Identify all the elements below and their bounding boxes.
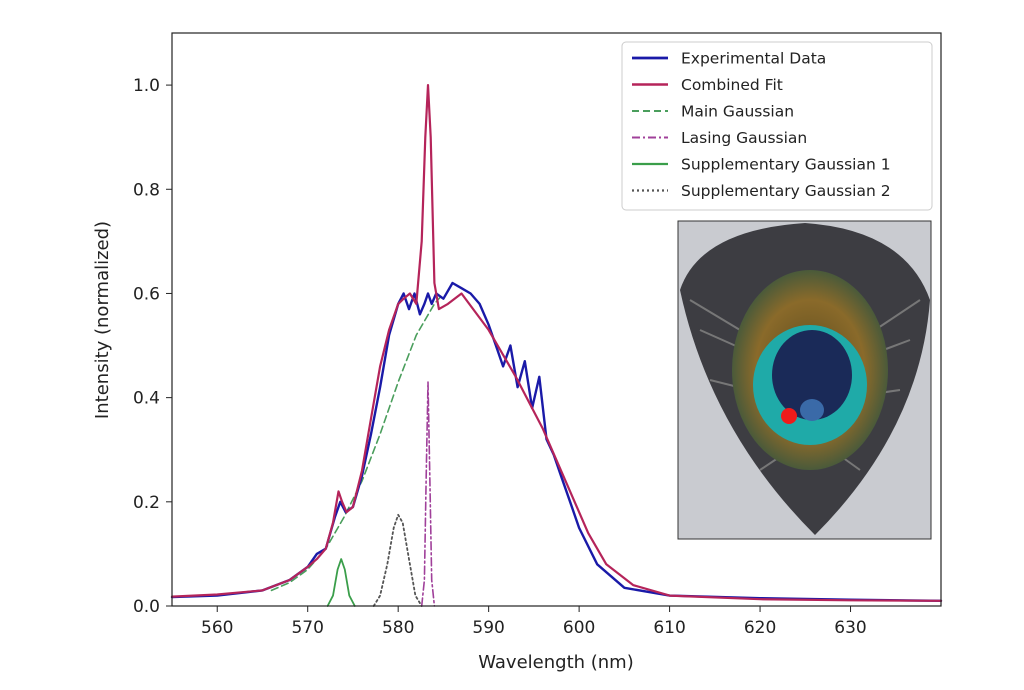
red-marker (781, 408, 797, 424)
x-tick-label: 610 (653, 618, 685, 638)
y-tick-label: 0.6 (133, 284, 160, 304)
eyespot-center (772, 330, 852, 420)
legend-label: Supplementary Gaussian 2 (681, 182, 891, 200)
series-layer (170, 83, 943, 607)
x-tick-label: 620 (744, 618, 776, 638)
y-tick-label: 0.0 (133, 597, 160, 617)
legend: Experimental Data Combined Fit Main Gaussi… (621, 41, 933, 211)
plot-frame (171, 32, 942, 607)
x-tick-label: 580 (382, 618, 414, 638)
x-tick-label: 600 (563, 618, 595, 638)
legend-label: Lasing Gaussian (681, 129, 807, 147)
series-line-lasing-gaussian (420, 381, 436, 607)
legend-label: Experimental Data (681, 50, 826, 68)
series-line-experimental-data (170, 281, 943, 602)
eyespot-highlight (800, 399, 824, 421)
series-line-combined-fit (170, 83, 943, 602)
y-tick-label: 0.8 (133, 180, 160, 200)
x-tick-label: 590 (472, 618, 504, 638)
inset-photo (677, 220, 932, 540)
y-tick-label: 0.4 (133, 389, 160, 409)
y-axis: 0.0 0.2 0.4 0.6 0.8 1.0 (133, 76, 172, 617)
legend-box (621, 41, 933, 211)
x-axis: 560 570 580 590 600 610 620 630 (201, 606, 867, 638)
series-line-supplementary-gaussian-2 (372, 513, 423, 607)
legend-label: Combined Fit (681, 76, 783, 94)
legend-label: Main Gaussian (681, 103, 794, 121)
series-line-main-gaussian (270, 292, 445, 592)
x-tick-label: 560 (201, 618, 233, 638)
x-tick-label: 570 (291, 618, 323, 638)
series-line-supplementary-gaussian-1 (326, 558, 356, 607)
y-tick-label: 1.0 (133, 76, 160, 96)
y-tick-label: 0.2 (133, 493, 160, 513)
y-axis-label: Intensity (normalized) (92, 221, 113, 419)
legend-label: Supplementary Gaussian 1 (681, 156, 891, 174)
x-axis-label: Wavelength (nm) (478, 652, 634, 673)
x-tick-label: 630 (834, 618, 866, 638)
